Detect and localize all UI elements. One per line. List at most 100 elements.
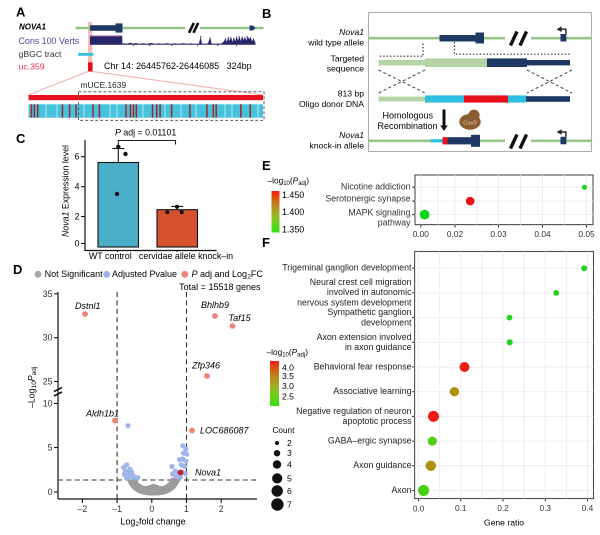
svg-text:3.0: 3.0 bbox=[282, 381, 294, 391]
svg-text:Associative learning: Associative learning bbox=[333, 386, 411, 396]
svg-text:Aldh1b1: Aldh1b1 bbox=[85, 409, 119, 419]
svg-text:25: 25 bbox=[43, 377, 53, 387]
svg-text:Oligo donor DNA: Oligo donor DNA bbox=[299, 99, 364, 109]
svg-text:Targeted: Targeted bbox=[331, 54, 365, 64]
svg-text:wild type allele: wild type allele bbox=[307, 38, 364, 48]
svg-text:LOC686087: LOC686087 bbox=[200, 426, 250, 436]
svg-text:Count: Count bbox=[273, 426, 296, 435]
svg-text:Log2fold change: Log2fold change bbox=[120, 517, 185, 529]
svg-text:apoptotic process: apoptotic process bbox=[343, 416, 413, 426]
svg-text:4: 4 bbox=[287, 460, 292, 470]
svg-text:Not Significant: Not Significant bbox=[45, 269, 104, 279]
svg-text:in axon guidance: in axon guidance bbox=[345, 342, 412, 352]
svg-text:Nova1: Nova1 bbox=[339, 130, 364, 140]
svg-text:Cas9: Cas9 bbox=[463, 121, 477, 127]
svg-text:mUCE.1639: mUCE.1639 bbox=[81, 80, 127, 90]
svg-text:30: 30 bbox=[43, 333, 53, 343]
svg-text:Nova1: Nova1 bbox=[195, 468, 221, 478]
svg-text:813 bp: 813 bp bbox=[338, 89, 365, 99]
svg-text:–2: –2 bbox=[78, 504, 88, 514]
svg-text:Axon: Axon bbox=[391, 485, 411, 495]
svg-text:nervous system development: nervous system development bbox=[297, 297, 412, 307]
svg-text:knock-in allele: knock-in allele bbox=[310, 141, 365, 151]
svg-text:MAPK signaling: MAPK signaling bbox=[348, 207, 410, 217]
svg-text:–1: –1 bbox=[112, 504, 122, 514]
svg-text:Axon guidance: Axon guidance bbox=[353, 460, 411, 470]
svg-text:Negative regulation of neuron: Negative regulation of neuron bbox=[296, 406, 412, 416]
svg-text:–log10(Padj): –log10(Padj) bbox=[267, 347, 309, 359]
svg-text:0: 0 bbox=[75, 239, 80, 249]
svg-text:7: 7 bbox=[287, 500, 292, 510]
svg-text:4: 4 bbox=[75, 182, 80, 192]
svg-text:Sympathetic ganglion: Sympathetic ganglion bbox=[327, 307, 411, 317]
svg-text:3.5: 3.5 bbox=[282, 371, 294, 381]
svg-text:2.5: 2.5 bbox=[282, 392, 294, 402]
svg-text:E: E bbox=[262, 158, 271, 173]
svg-text:B: B bbox=[262, 6, 271, 21]
svg-text:Taf15: Taf15 bbox=[229, 313, 252, 323]
svg-text:Recombination: Recombination bbox=[377, 121, 437, 131]
svg-text:sequence: sequence bbox=[327, 64, 364, 74]
svg-text:Bhlhb9: Bhlhb9 bbox=[201, 300, 229, 310]
svg-text:uc.359: uc.359 bbox=[19, 62, 45, 72]
svg-text:Nicotine addiction: Nicotine addiction bbox=[341, 182, 411, 192]
svg-text:involved in autonomic: involved in autonomic bbox=[327, 287, 412, 297]
svg-text:6: 6 bbox=[75, 152, 80, 162]
svg-text:Serotonergic synapse: Serotonergic synapse bbox=[325, 194, 410, 204]
svg-text:0.0: 0.0 bbox=[413, 504, 425, 514]
svg-text:1.350: 1.350 bbox=[282, 224, 304, 234]
svg-text:Neural crest cell migration: Neural crest cell migration bbox=[310, 277, 412, 287]
svg-text:P adj and Log2FC: P adj and Log2FC bbox=[192, 269, 264, 281]
svg-text:cervidae allele knock–in: cervidae allele knock–in bbox=[139, 251, 233, 261]
svg-text:Trigeminal ganglion developmen: Trigeminal ganglion development bbox=[282, 263, 412, 273]
svg-text:0.2: 0.2 bbox=[497, 503, 509, 513]
svg-text:35: 35 bbox=[43, 289, 53, 299]
svg-text:A: A bbox=[16, 5, 26, 20]
svg-text:development: development bbox=[361, 317, 412, 327]
svg-text:10: 10 bbox=[43, 399, 53, 409]
svg-text:0.1: 0.1 bbox=[455, 503, 467, 513]
svg-text:C: C bbox=[16, 131, 26, 146]
svg-text:0.00: 0.00 bbox=[413, 229, 430, 239]
svg-text:F: F bbox=[262, 235, 270, 250]
svg-text:0.03: 0.03 bbox=[490, 229, 507, 239]
svg-text:0.05: 0.05 bbox=[578, 229, 595, 239]
svg-text:Nova1 Expression level: Nova1 Expression level bbox=[61, 145, 71, 237]
svg-text:6: 6 bbox=[287, 486, 292, 496]
svg-text:0.3: 0.3 bbox=[540, 503, 552, 513]
svg-text:0.02: 0.02 bbox=[447, 229, 464, 239]
svg-text:–log10(Padj): –log10(Padj) bbox=[268, 176, 310, 188]
svg-text:2: 2 bbox=[219, 504, 224, 514]
svg-text:Homologous: Homologous bbox=[382, 111, 433, 121]
svg-text:0.4: 0.4 bbox=[582, 503, 594, 513]
svg-text:2: 2 bbox=[75, 212, 80, 222]
svg-text:1.400: 1.400 bbox=[282, 207, 304, 217]
svg-text:1.450: 1.450 bbox=[282, 190, 304, 200]
svg-text:D: D bbox=[13, 262, 22, 277]
svg-text:Dstnl1: Dstnl1 bbox=[75, 301, 101, 311]
svg-text:5: 5 bbox=[287, 473, 292, 483]
svg-text:5: 5 bbox=[48, 443, 53, 453]
svg-text:NOVA1: NOVA1 bbox=[19, 23, 47, 32]
svg-text:Zfp346: Zfp346 bbox=[191, 361, 220, 371]
svg-text:Total = 15518 genes: Total = 15518 genes bbox=[179, 282, 261, 292]
svg-text:Gene ratio: Gene ratio bbox=[484, 518, 524, 528]
svg-text:0: 0 bbox=[149, 504, 154, 514]
svg-text:0: 0 bbox=[48, 487, 53, 497]
svg-text:2: 2 bbox=[287, 438, 292, 448]
svg-text:–Log10Padj: –Log10Padj bbox=[27, 367, 39, 408]
svg-text:P adj = 0.01101: P adj = 0.01101 bbox=[115, 128, 176, 138]
svg-text:Cons 100 Verts: Cons 100 Verts bbox=[19, 36, 80, 46]
svg-text:Axon extension involved: Axon extension involved bbox=[317, 332, 412, 342]
svg-text:pathway: pathway bbox=[378, 218, 411, 228]
svg-text:3: 3 bbox=[287, 448, 292, 458]
svg-text:1: 1 bbox=[184, 504, 189, 514]
svg-text:Nova1: Nova1 bbox=[339, 27, 364, 37]
svg-text:0.04: 0.04 bbox=[534, 229, 551, 239]
svg-text:gBGC tract: gBGC tract bbox=[19, 49, 63, 59]
svg-text:Behavioral fear response: Behavioral fear response bbox=[314, 361, 412, 371]
svg-text:Chr 14: 26445762-26446085 32: Chr 14: 26445762-26446085 324bp bbox=[104, 61, 252, 71]
svg-text:4.0: 4.0 bbox=[282, 362, 294, 372]
svg-text:GABA–ergic synapse: GABA–ergic synapse bbox=[328, 435, 412, 445]
svg-text:Adjusted Pvalue: Adjusted Pvalue bbox=[112, 269, 177, 279]
